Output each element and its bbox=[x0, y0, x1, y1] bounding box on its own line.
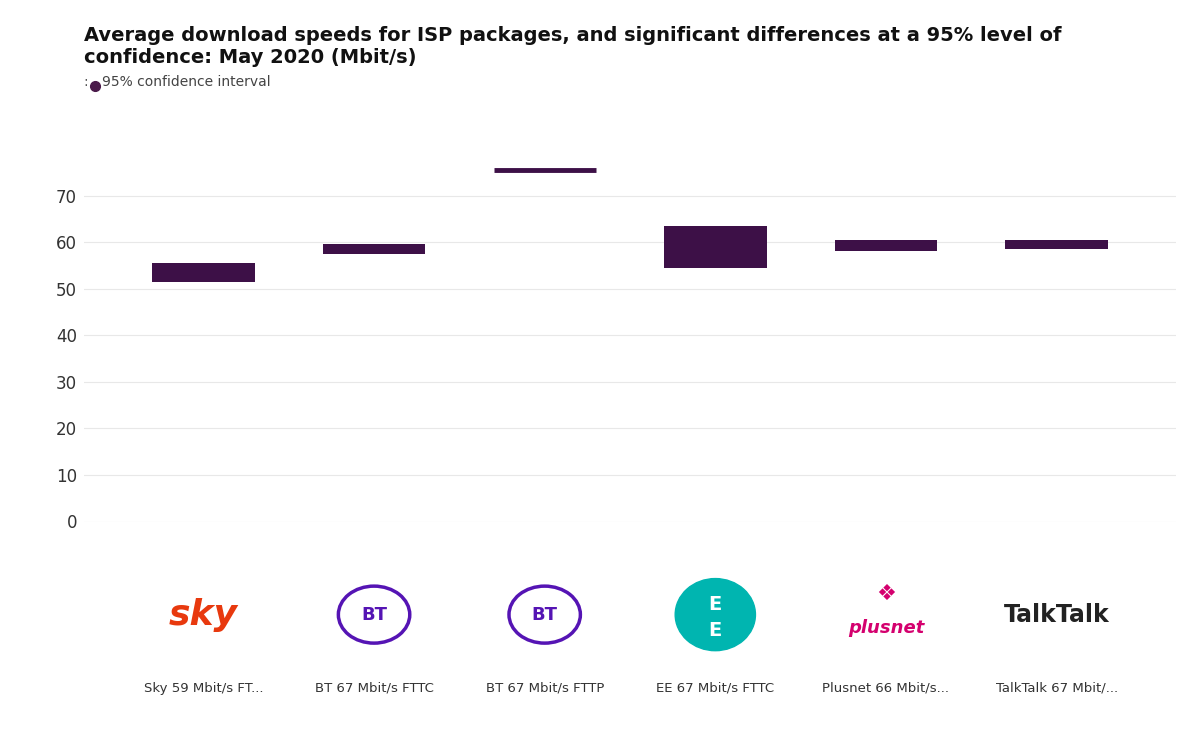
Text: sky: sky bbox=[169, 597, 238, 632]
Bar bbox=[152, 263, 254, 282]
Text: :: : bbox=[84, 74, 94, 89]
Text: 95% confidence interval: 95% confidence interval bbox=[102, 74, 271, 89]
Text: E: E bbox=[709, 595, 722, 614]
Bar bbox=[835, 240, 937, 252]
Text: EE 67 Mbit/s FTTC: EE 67 Mbit/s FTTC bbox=[656, 682, 774, 694]
Text: confidence: May 2020 (Mbit/s): confidence: May 2020 (Mbit/s) bbox=[84, 48, 416, 68]
Text: E: E bbox=[709, 621, 722, 640]
Text: Sky 59 Mbit/s FT...: Sky 59 Mbit/s FT... bbox=[144, 682, 263, 694]
Text: BT 67 Mbit/s FTTC: BT 67 Mbit/s FTTC bbox=[314, 682, 433, 694]
Text: ❖: ❖ bbox=[876, 584, 896, 603]
Bar bbox=[323, 244, 425, 254]
Text: plusnet: plusnet bbox=[847, 619, 924, 637]
Text: Plusnet 66 Mbit/s...: Plusnet 66 Mbit/s... bbox=[822, 682, 949, 694]
Bar bbox=[1006, 240, 1108, 249]
Text: TalkTalk 67 Mbit/...: TalkTalk 67 Mbit/... bbox=[996, 682, 1117, 694]
Text: BT 67 Mbit/s FTTP: BT 67 Mbit/s FTTP bbox=[486, 682, 604, 694]
Text: Average download speeds for ISP packages, and significant differences at a 95% l: Average download speeds for ISP packages… bbox=[84, 26, 1062, 45]
Circle shape bbox=[676, 579, 756, 650]
Text: BT: BT bbox=[532, 606, 558, 624]
Text: TalkTalk: TalkTalk bbox=[1003, 603, 1110, 627]
Bar bbox=[664, 226, 767, 267]
Text: BT: BT bbox=[361, 606, 388, 624]
